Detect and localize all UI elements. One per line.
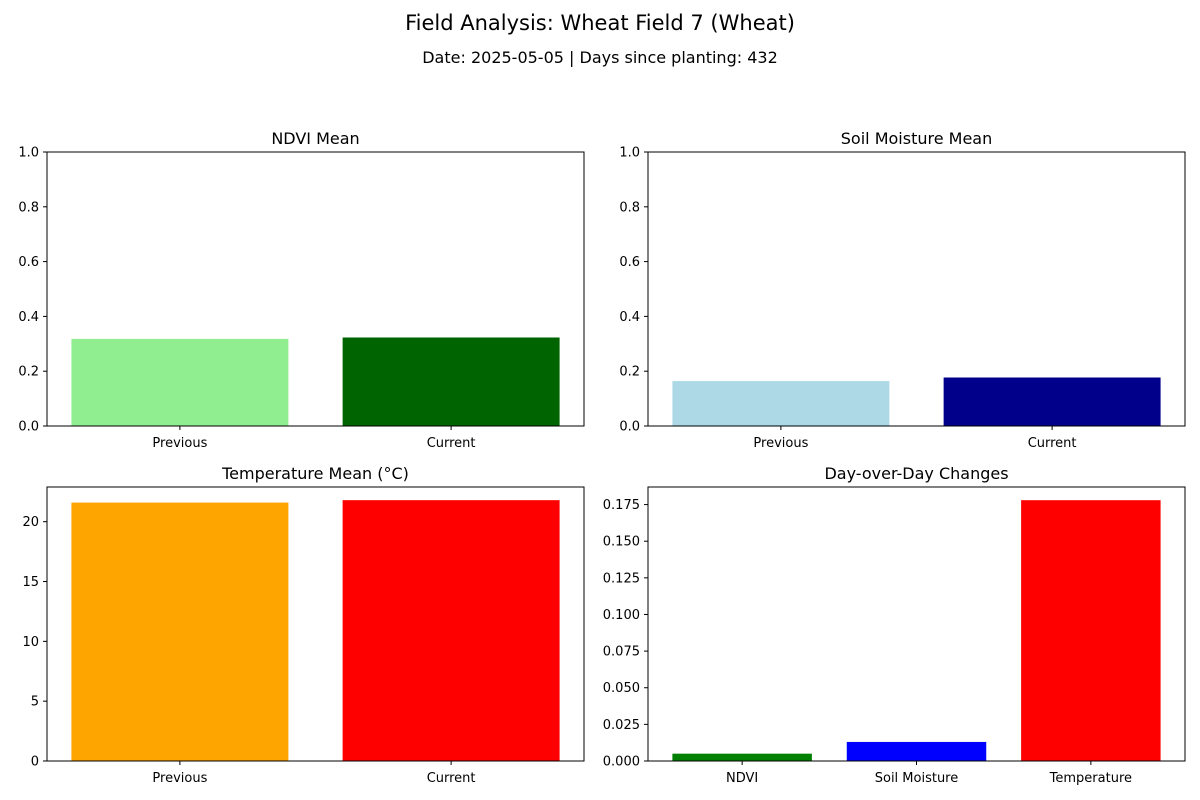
bar-current — [342, 500, 560, 761]
y-tick-label: 0.4 — [18, 310, 39, 325]
subplot-title: Temperature Mean (°C) — [221, 464, 409, 483]
subplot-4: Day-over-Day Changes NDVI Soil Moisture Tem… — [603, 464, 1186, 786]
axes-frame — [647, 151, 1186, 427]
y-tick-label: 0.2 — [18, 365, 39, 380]
x-tick-label: Previous — [152, 771, 207, 786]
y-tick-label: 15 — [22, 575, 39, 590]
y-tick-label: 0.075 — [603, 645, 640, 660]
x-tick-label: Current — [1028, 436, 1077, 451]
x-tick-label: NDVI — [726, 771, 758, 786]
y-tick-label: 0.0 — [18, 420, 39, 435]
y-tick-label: 0.100 — [603, 608, 640, 623]
y-tick-label: 0.8 — [18, 200, 39, 215]
x-tick-label: Current — [427, 771, 476, 786]
bar-previous — [71, 338, 289, 426]
axes-frame — [46, 151, 585, 427]
subplot-2: Soil Moisture Mean Previous Current 0.0 0.2 0… — [619, 129, 1186, 451]
bar-current — [342, 337, 560, 426]
subplot-3: Temperature Mean (°C) Previous Current 0 5 10… — [22, 464, 585, 786]
y-tick-label: 0.8 — [619, 200, 640, 215]
y-tick-label: 0.0 — [619, 420, 640, 435]
y-tick-label: 0 — [31, 755, 39, 770]
figure-title: Field Analysis: Wheat Field 7 (Wheat) — [405, 11, 795, 35]
axes-frame — [46, 486, 585, 762]
subplot-title: NDVI Mean — [271, 129, 359, 148]
y-tick-label: 0.050 — [603, 681, 640, 696]
x-tick-label: Previous — [753, 436, 808, 451]
bar-previous — [71, 502, 289, 761]
y-tick-label: 0.2 — [619, 365, 640, 380]
bar-temperature — [1021, 500, 1161, 761]
y-tick-label: 0.6 — [619, 255, 640, 270]
x-tick-label: Current — [427, 436, 476, 451]
y-tick-label: 20 — [22, 515, 39, 530]
subplot-title: Soil Moisture Mean — [841, 129, 992, 148]
y-tick-label: 0.025 — [603, 718, 640, 733]
y-tick-label: 0.150 — [603, 535, 640, 550]
y-tick-label: 0.4 — [619, 310, 640, 325]
y-tick-label: 0.6 — [18, 255, 39, 270]
x-tick-label: Temperature — [1049, 771, 1132, 786]
y-tick-label: 1.0 — [619, 146, 640, 161]
subplot-1: NDVI Mean Previous Current 0.0 0.2 0.4 0.6 0.8 1… — [18, 129, 585, 451]
axes-frame — [647, 486, 1186, 762]
bar-current — [943, 377, 1161, 426]
subplot-title: Day-over-Day Changes — [824, 464, 1008, 483]
y-tick-label: 10 — [22, 635, 39, 650]
y-tick-label: 0.000 — [603, 755, 640, 770]
y-tick-label: 0.175 — [603, 498, 640, 513]
x-tick-label: Soil Moisture — [875, 771, 959, 786]
y-tick-label: 1.0 — [18, 146, 39, 161]
bar-ndvi — [672, 753, 812, 761]
figure-subtitle: Date: 2025-05-05 | Days since planting: … — [422, 48, 778, 67]
bar-soil-moisture — [846, 741, 987, 761]
y-tick-label: 0.125 — [603, 571, 640, 586]
x-tick-label: Previous — [152, 436, 207, 451]
y-tick-label: 5 — [31, 695, 39, 710]
bar-previous — [672, 381, 890, 426]
